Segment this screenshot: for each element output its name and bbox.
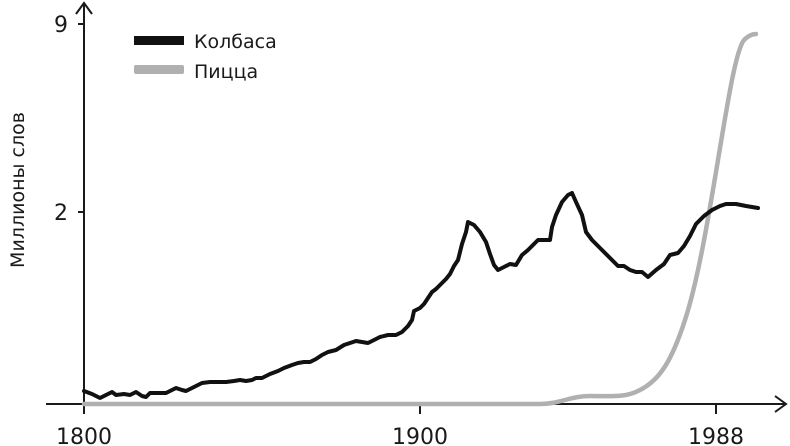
x-tick-label-1800: 1800 — [56, 425, 112, 446]
x-axis-arrow-icon — [774, 395, 788, 413]
x-tick-label-1988: 1988 — [688, 425, 744, 446]
y-tick-label-2: 2 — [54, 201, 68, 226]
y-tick-label-9: 9 — [54, 13, 68, 38]
y-axis-title: Миллионы слов — [7, 112, 29, 268]
legend-item-sausage: Колбаса — [134, 31, 277, 53]
legend-swatch-pizza — [134, 65, 184, 74]
series-pizza-line — [81, 31, 759, 407]
legend: Колбаса Пицца — [134, 31, 277, 83]
legend-label-pizza: Пицца — [194, 61, 258, 83]
legend-label-sausage: Колбаса — [194, 31, 277, 53]
series-sausage-line — [82, 191, 760, 400]
x-tick-label-1900: 1900 — [392, 425, 448, 446]
y-axis-arrow-icon — [75, 1, 93, 15]
legend-item-pizza: Пицца — [134, 61, 258, 83]
legend-swatch-sausage — [134, 36, 184, 45]
